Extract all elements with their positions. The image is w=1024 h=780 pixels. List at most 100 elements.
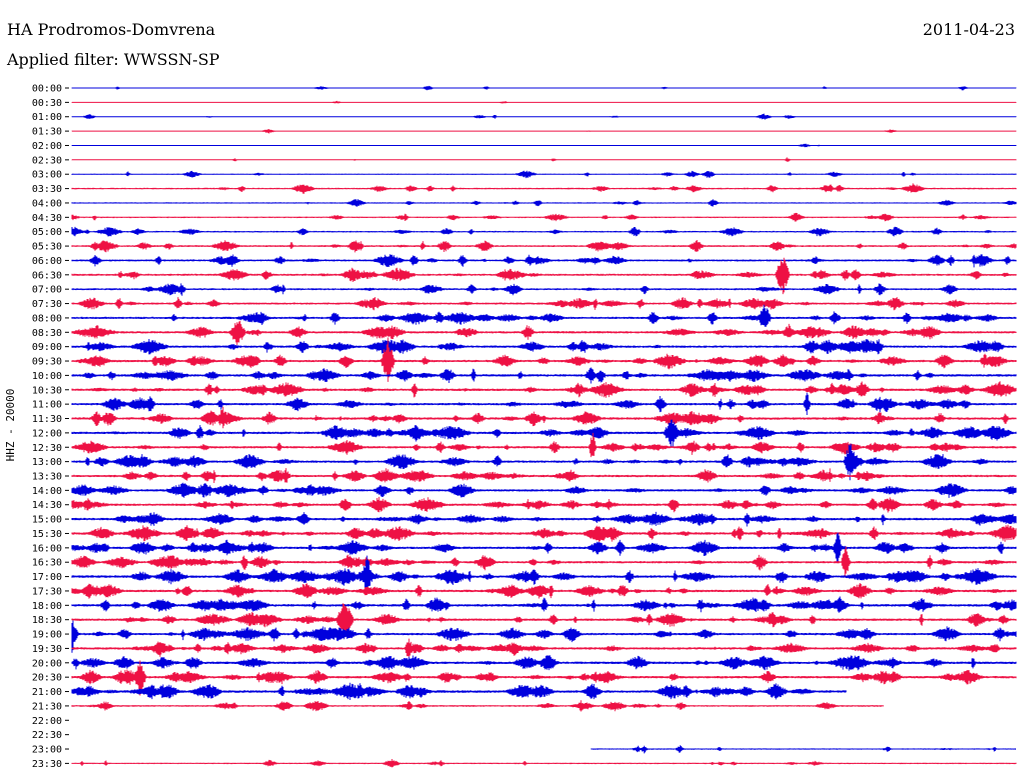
time-tick-label: 11:30 — [32, 414, 62, 425]
time-tick-label: 04:30 — [32, 213, 62, 224]
trace-group — [71, 85, 1017, 768]
trace-line — [71, 85, 1017, 91]
time-tick-label: 10:30 — [32, 385, 62, 396]
station-title: HA Prodromos-Domvrena — [7, 20, 216, 39]
time-tick-label: 22:00 — [32, 716, 62, 727]
time-tick-label: 18:30 — [32, 615, 62, 626]
time-tick-label: 14:00 — [32, 486, 62, 497]
trace-line — [71, 555, 1017, 595]
trace-line — [71, 406, 1017, 429]
time-tick-label: 16:30 — [32, 558, 62, 569]
trace-line — [71, 511, 1017, 527]
time-tick-label: 20:00 — [32, 658, 62, 669]
time-tick-label: 06:00 — [32, 256, 62, 267]
trace-line — [71, 226, 1017, 237]
trace-line — [71, 620, 1017, 653]
trace-line — [71, 468, 1017, 483]
time-tick-label: 15:00 — [32, 515, 62, 526]
time-tick-label: 02:00 — [32, 141, 62, 152]
trace-line — [71, 240, 1017, 253]
trace-line — [71, 546, 1017, 578]
time-tick-label: 15:30 — [32, 529, 62, 540]
time-tick-label: 07:30 — [32, 299, 62, 310]
time-tick-label: 17:00 — [32, 572, 62, 583]
time-axis: 00:00 00:30 01:00 01:30 02:00 02:30 03:00 03:30… — [32, 84, 69, 770]
trace-line — [71, 212, 1017, 222]
time-tick-label: 01:30 — [32, 127, 62, 138]
trace-line — [71, 392, 1017, 415]
time-tick-label: 20:30 — [32, 673, 62, 684]
trace-line — [71, 183, 1017, 194]
time-tick-label: 12:00 — [32, 428, 62, 439]
date-label: 2011-04-23 — [922, 20, 1015, 39]
filter-label: Applied filter: WWSSN-SP — [7, 50, 220, 69]
time-tick-label: 03:30 — [32, 184, 62, 195]
trace-line — [71, 638, 1017, 661]
trace-line — [71, 254, 1017, 268]
trace-line — [71, 432, 1017, 458]
trace-line — [71, 143, 1017, 148]
time-tick-label: 09:30 — [32, 357, 62, 368]
trace-line — [71, 199, 1017, 207]
y-axis-label: HHZ - 20000 — [4, 389, 17, 462]
trace-line — [71, 257, 1017, 295]
trace-line — [71, 655, 1017, 671]
trace-line — [71, 660, 1017, 696]
trace-line — [71, 337, 1017, 382]
time-tick-label: 02:30 — [32, 155, 62, 166]
time-tick-label: 17:30 — [32, 586, 62, 597]
time-tick-label: 05:00 — [32, 227, 62, 238]
trace-line — [71, 157, 1017, 162]
time-tick-label: 06:30 — [32, 270, 62, 281]
trace-line — [71, 682, 847, 700]
trace-line — [71, 320, 1017, 345]
time-tick-label: 22:30 — [32, 730, 62, 741]
time-tick-label: 11:00 — [32, 400, 62, 411]
time-tick-label: 19:00 — [32, 630, 62, 641]
time-tick-label: 08:30 — [32, 328, 62, 339]
trace-line — [71, 496, 1017, 513]
trace-line — [71, 339, 1017, 355]
trace-line — [71, 482, 1017, 498]
trace-line — [71, 170, 1017, 179]
time-tick-label: 21:30 — [32, 701, 62, 712]
trace-line — [71, 700, 884, 712]
trace-line — [71, 283, 1017, 296]
time-tick-label: 13:30 — [32, 471, 62, 482]
trace-line — [71, 532, 1017, 564]
time-tick-label: 14:30 — [32, 500, 62, 511]
time-tick-label: 21:00 — [32, 687, 62, 698]
time-tick-label: 00:00 — [32, 84, 62, 95]
time-tick-label: 23:00 — [32, 745, 62, 756]
time-tick-label: 05:30 — [32, 242, 62, 253]
time-tick-label: 00:30 — [32, 98, 62, 109]
time-tick-label: 09:00 — [32, 342, 62, 353]
trace-line — [71, 297, 1017, 311]
trace-line — [71, 583, 1017, 599]
time-tick-label: 23:30 — [32, 759, 62, 770]
time-tick-label: 12:30 — [32, 443, 62, 454]
time-tick-label: 18:00 — [32, 601, 62, 612]
trace-line — [71, 603, 1017, 638]
time-tick-label: 16:00 — [32, 543, 62, 554]
trace-line — [71, 596, 1017, 613]
trace-line — [71, 113, 1017, 120]
trace-line — [71, 381, 1017, 398]
time-tick-label: 04:00 — [32, 198, 62, 209]
trace-line — [590, 745, 1016, 754]
time-tick-label: 13:00 — [32, 457, 62, 468]
trace-line — [71, 759, 1017, 768]
time-tick-label: 03:00 — [32, 170, 62, 181]
time-tick-label: 19:30 — [32, 644, 62, 655]
trace-line — [71, 524, 1017, 542]
trace-line — [71, 129, 1017, 134]
time-tick-label: 07:00 — [32, 285, 62, 296]
time-tick-label: 08:00 — [32, 313, 62, 324]
trace-line — [71, 443, 1017, 481]
trace-line — [71, 367, 1017, 384]
trace-line — [71, 419, 1017, 448]
trace-line — [71, 100, 1017, 104]
time-tick-label: 10:00 — [32, 371, 62, 382]
trace-line — [71, 304, 1017, 327]
